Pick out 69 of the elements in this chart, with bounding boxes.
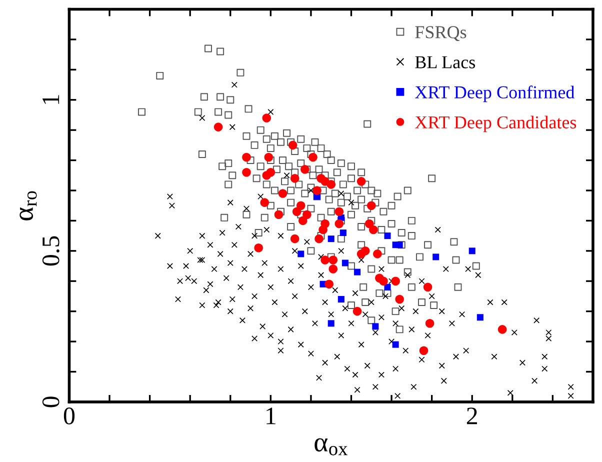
x-tick-label: 2 <box>466 408 477 424</box>
x-tick-label: 1 <box>266 408 276 424</box>
point <box>340 230 346 236</box>
point <box>395 294 404 304</box>
point <box>384 284 391 290</box>
point <box>262 114 272 122</box>
point <box>425 319 434 328</box>
point <box>324 280 334 289</box>
point <box>328 236 334 242</box>
x-tick-label: 0 <box>64 408 75 424</box>
point <box>356 177 366 186</box>
point <box>318 225 328 234</box>
point <box>392 341 399 348</box>
point <box>476 314 484 321</box>
point <box>364 219 374 228</box>
point <box>379 276 388 286</box>
x-axis-title: α$_{ox}$ <box>314 438 348 456</box>
point <box>468 248 476 254</box>
point <box>214 122 223 132</box>
point <box>254 243 263 252</box>
point <box>314 234 324 244</box>
point <box>352 306 362 316</box>
y-axis-title: α$_{ro}$ <box>20 191 37 220</box>
point <box>391 276 400 286</box>
point <box>308 152 318 162</box>
point <box>372 323 379 330</box>
point <box>242 152 251 162</box>
point <box>288 140 298 150</box>
y-tick-label: 1 <box>42 95 60 104</box>
point <box>432 254 440 260</box>
point <box>302 210 312 220</box>
point <box>328 256 338 264</box>
point <box>423 282 432 292</box>
legend-label: FSRQs <box>415 26 466 42</box>
point <box>312 186 322 195</box>
point <box>278 189 288 198</box>
point <box>290 174 300 183</box>
point <box>419 346 428 355</box>
y-tick-label: 0.5 <box>42 236 60 266</box>
legend-label: XRT Deep Candidates <box>415 116 576 132</box>
point <box>342 260 348 266</box>
point <box>373 250 382 258</box>
point <box>356 250 366 258</box>
point <box>298 250 304 258</box>
point <box>298 216 308 226</box>
point <box>396 242 403 248</box>
legend-label: XRT Deep Confirmed <box>415 86 574 102</box>
point <box>334 207 344 216</box>
point <box>498 325 507 334</box>
point <box>338 296 344 302</box>
point <box>300 164 310 174</box>
point <box>320 256 330 264</box>
point <box>266 168 276 177</box>
point <box>369 225 378 234</box>
point <box>290 234 300 244</box>
point <box>334 219 344 228</box>
y-tick-label: 0 <box>42 396 60 408</box>
point <box>260 198 270 207</box>
point <box>292 207 302 216</box>
point <box>242 168 251 177</box>
point <box>264 152 274 162</box>
point <box>326 180 336 189</box>
point <box>366 201 376 210</box>
point <box>328 264 338 274</box>
point <box>354 268 361 276</box>
point <box>328 320 334 327</box>
point <box>384 232 391 240</box>
legend-label: BL Lacs <box>415 56 475 68</box>
point <box>274 210 284 220</box>
